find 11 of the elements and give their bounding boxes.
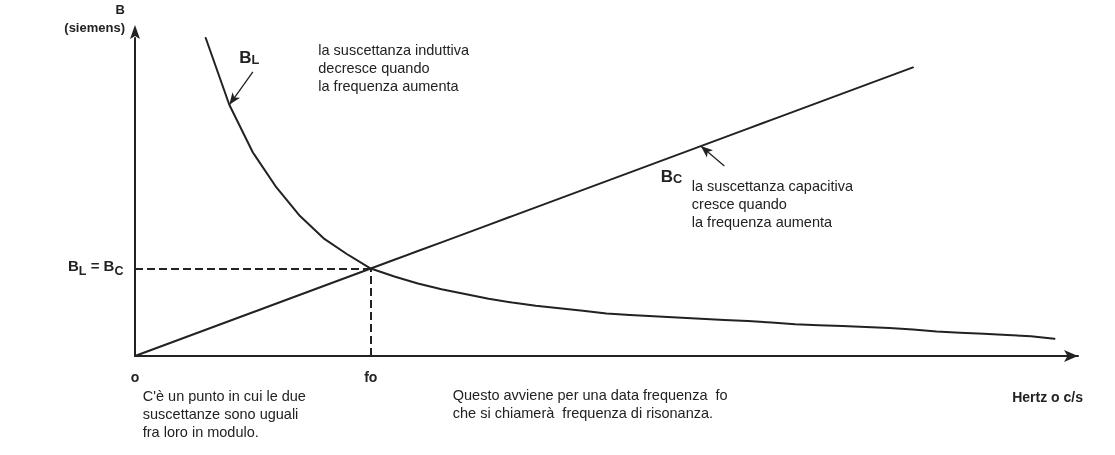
series-label: BC <box>660 167 683 187</box>
x-tick-label: o <box>130 369 140 385</box>
text: Questo avviene per una data frequenza fo che si chiamerà frequenza di risonanza. <box>452 387 728 421</box>
ref-line-label: B$_{L}$ = B$_{C}$ <box>68 257 124 281</box>
annotation: la suscettanza induttiva decresce quando la frequenza aumenta <box>318 41 470 94</box>
x-axis-title: Hertz o c/s <box>1012 389 1084 405</box>
series-label: BL <box>239 47 260 67</box>
y-axis-title: B (siemens) <box>64 1 125 35</box>
text: C'è un punto in cui le due suscettanze sono uguali fra loro in modulo. <box>142 387 306 440</box>
x-tick-label: fo <box>364 369 378 385</box>
annotation: la suscettanza capacitiva cresce quando la frequenza aumenta <box>691 178 854 231</box>
